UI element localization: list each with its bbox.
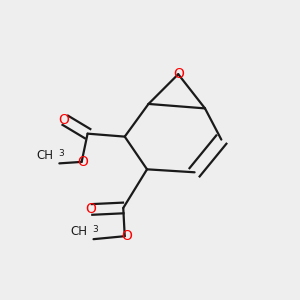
Text: O: O [121,229,132,243]
Text: O: O [85,202,96,216]
Text: 3: 3 [58,149,64,158]
Text: CH: CH [36,149,53,162]
Text: CH: CH [70,225,88,238]
Text: O: O [78,155,88,169]
Text: O: O [58,113,69,127]
Text: O: O [173,67,184,81]
Text: 3: 3 [92,225,98,234]
